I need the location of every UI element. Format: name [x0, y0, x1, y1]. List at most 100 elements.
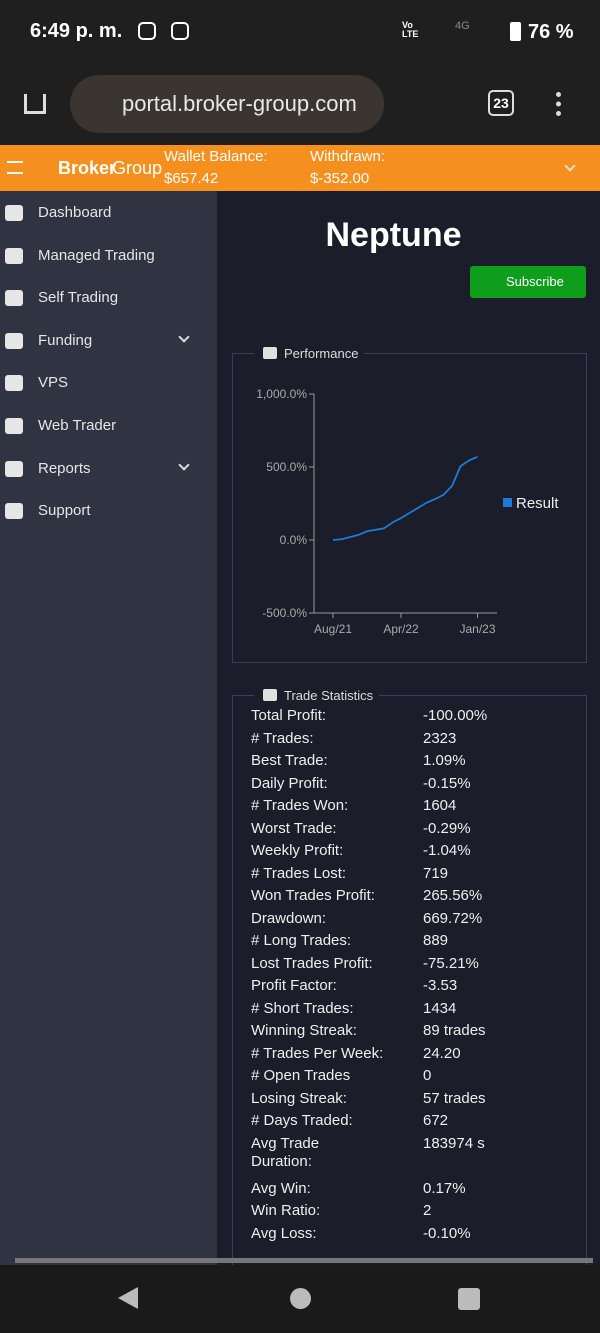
stat-label: # Trades:	[251, 729, 314, 747]
stat-label: Best Trade:	[251, 752, 328, 769]
menu-item[interactable]: Web Trader	[38, 417, 117, 434]
stat-value: 1434	[423, 999, 457, 1017]
battery: 76 %	[528, 21, 574, 43]
home[interactable]	[290, 1288, 311, 1309]
stat-label: Avg Loss:	[251, 1224, 317, 1242]
legend-label: Result	[516, 495, 559, 512]
performance-panel	[232, 353, 587, 663]
wallet-value: $657.42	[164, 170, 219, 187]
x-tick-label: Apr/22	[383, 622, 419, 636]
stat-value: 1604	[423, 797, 457, 814]
stat-label: Total Profit:	[251, 707, 327, 724]
stat-label: # Trades Lost:	[251, 864, 347, 882]
y-tick-label: 1,000.0%	[256, 387, 307, 401]
stat-value: 669.72%	[423, 909, 483, 927]
panel-legend: Trade Statistics	[254, 688, 380, 703]
nav-bar	[0, 1265, 600, 1333]
wallet-label: Wallet Balance:	[164, 148, 268, 165]
stat-label: # Trades Won:	[251, 797, 349, 814]
menu-icon	[5, 418, 23, 434]
stat-value: -1.04%	[423, 842, 471, 859]
withdrawn-value: $-352.00	[310, 170, 370, 187]
stat-value: 889	[423, 932, 449, 949]
stat-label: Won Trades Profit:	[251, 887, 375, 904]
recents[interactable]	[458, 1288, 480, 1310]
stat-value: -0.29%	[423, 819, 471, 837]
stat-label: Avg Trade Duration:	[251, 1134, 320, 1170]
tabs[interactable]: 23	[488, 90, 514, 116]
menu-icon	[5, 205, 23, 221]
stat-label: Win Ratio:	[251, 1202, 321, 1219]
menu-item[interactable]: Reports	[38, 459, 91, 477]
stat-value: 0.17%	[423, 1179, 466, 1197]
menu-icon[interactable]	[556, 92, 561, 116]
stat-value: 183974 s	[423, 1134, 485, 1152]
top-header: Broker Group Wallet Balance: $657.42 Wit…	[0, 145, 600, 191]
stat-value: 719	[423, 864, 449, 882]
title: Neptune	[325, 216, 462, 254]
menu-item[interactable]: Dashboard	[38, 204, 112, 221]
collapse[interactable]	[263, 689, 277, 701]
battery-icon	[510, 22, 521, 41]
brand: Broker	[58, 158, 117, 178]
stat-label: # Trades Per Week:	[251, 1044, 384, 1062]
collapse[interactable]	[263, 347, 277, 359]
menu-icon	[5, 247, 23, 264]
brand: Group	[112, 158, 163, 178]
stat-value: 0	[423, 1067, 432, 1084]
x-tick-label: Aug/21	[314, 622, 352, 636]
back[interactable]	[118, 1287, 138, 1309]
volte: Vo LTE	[402, 20, 419, 39]
y-tick-label: 0.0%	[280, 533, 308, 547]
hamburger[interactable]	[7, 161, 23, 174]
stat-value: 24.20	[423, 1044, 461, 1062]
sidebar	[0, 191, 217, 1265]
stat-label: # Open Trades	[251, 1067, 351, 1084]
withdrawn-label: Withdrawn:	[310, 148, 386, 165]
stats-panel	[232, 695, 587, 1265]
stat-label: Weekly Profit:	[251, 842, 344, 859]
stat-value: 2	[423, 1202, 432, 1219]
stat-label: Profit Factor:	[251, 977, 337, 994]
stat-label: Lost Trades Profit:	[251, 954, 373, 972]
stat-label: # Long Trades:	[251, 932, 352, 949]
x-tick-label: Jan/23	[459, 622, 495, 636]
icon	[171, 22, 189, 40]
menu-item[interactable]: VPS	[38, 374, 69, 392]
url-bar[interactable]: portal.broker-group.com	[70, 75, 384, 133]
stat-label: # Short Trades:	[251, 999, 354, 1017]
menu-item[interactable]: Managed Trading	[38, 246, 155, 264]
stat-value: 1.09%	[423, 752, 466, 769]
stat-value: -75.21%	[423, 954, 479, 972]
menu-icon	[5, 290, 23, 307]
stat-label: Drawdown:	[251, 909, 327, 927]
home-icon[interactable]	[24, 94, 46, 114]
stat-value: -0.10%	[423, 1224, 471, 1242]
menu-item[interactable]: Funding	[38, 331, 93, 349]
stat-value: 57 trades	[423, 1089, 486, 1107]
legend-swatch	[503, 498, 512, 507]
stat-label: Worst Trade:	[251, 819, 337, 837]
panel-legend: Performance	[254, 346, 365, 361]
stat-label: Losing Streak:	[251, 1089, 347, 1107]
status-bar: 6:49 p. m. Vo LTE 4G 76 %	[0, 0, 600, 62]
stat-label: Avg Win:	[251, 1179, 311, 1197]
stat-value: 2323	[423, 729, 457, 747]
subscribe-button[interactable]: Subscribe	[470, 266, 586, 298]
stat-value: -0.15%	[423, 774, 471, 792]
page-title: Neptune	[0, 216, 600, 255]
menu-icon	[5, 503, 23, 520]
y-tick-label: -500.0%	[262, 606, 307, 620]
menu-item[interactable]: Support	[38, 502, 91, 520]
menu-icon	[5, 332, 23, 349]
chevron[interactable]	[564, 160, 576, 172]
time: 6:49 p. m.	[30, 20, 123, 42]
y-tick-label: 500.0%	[266, 460, 307, 474]
chart: 1,000.0% 500.0% 0.0% -500.0% Aug/21 Apr/22 Jan…	[256, 387, 559, 636]
stat-value: -100.00%	[423, 707, 488, 724]
network: 4G	[455, 20, 470, 32]
menu-item[interactable]: Self Trading	[38, 289, 119, 307]
menu-icon	[5, 375, 23, 392]
stat-label: Winning Streak:	[251, 1022, 357, 1039]
